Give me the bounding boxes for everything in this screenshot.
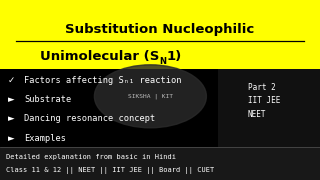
- Text: Examples: Examples: [24, 134, 66, 143]
- FancyBboxPatch shape: [218, 69, 320, 147]
- Text: SIKSHA | KIT: SIKSHA | KIT: [128, 94, 173, 99]
- Text: NEET: NEET: [248, 110, 267, 119]
- FancyBboxPatch shape: [0, 147, 320, 180]
- Text: IIT JEE: IIT JEE: [248, 96, 280, 105]
- Text: ►: ►: [8, 114, 15, 123]
- Text: Dancing resonance concept: Dancing resonance concept: [24, 114, 155, 123]
- Text: Part 2: Part 2: [248, 83, 276, 92]
- Text: ►: ►: [8, 134, 15, 143]
- Text: Substitution Nucleophilic: Substitution Nucleophilic: [65, 23, 255, 36]
- FancyBboxPatch shape: [0, 0, 320, 69]
- Text: Class 11 & 12 || NEET || IIT JEE || Board || CUET: Class 11 & 12 || NEET || IIT JEE || Boar…: [6, 167, 215, 174]
- Text: ✓: ✓: [8, 76, 15, 85]
- Text: Factors affecting Sₙ₁ reaction: Factors affecting Sₙ₁ reaction: [24, 76, 181, 85]
- Text: Substrate: Substrate: [24, 95, 71, 104]
- Text: N: N: [159, 57, 166, 66]
- Circle shape: [94, 65, 206, 128]
- Text: Detailed explanation from basic in Hindi: Detailed explanation from basic in Hindi: [6, 154, 176, 160]
- Text: 1): 1): [167, 50, 182, 63]
- Text: ►: ►: [8, 95, 15, 104]
- Text: Unimolecular (S: Unimolecular (S: [40, 50, 159, 63]
